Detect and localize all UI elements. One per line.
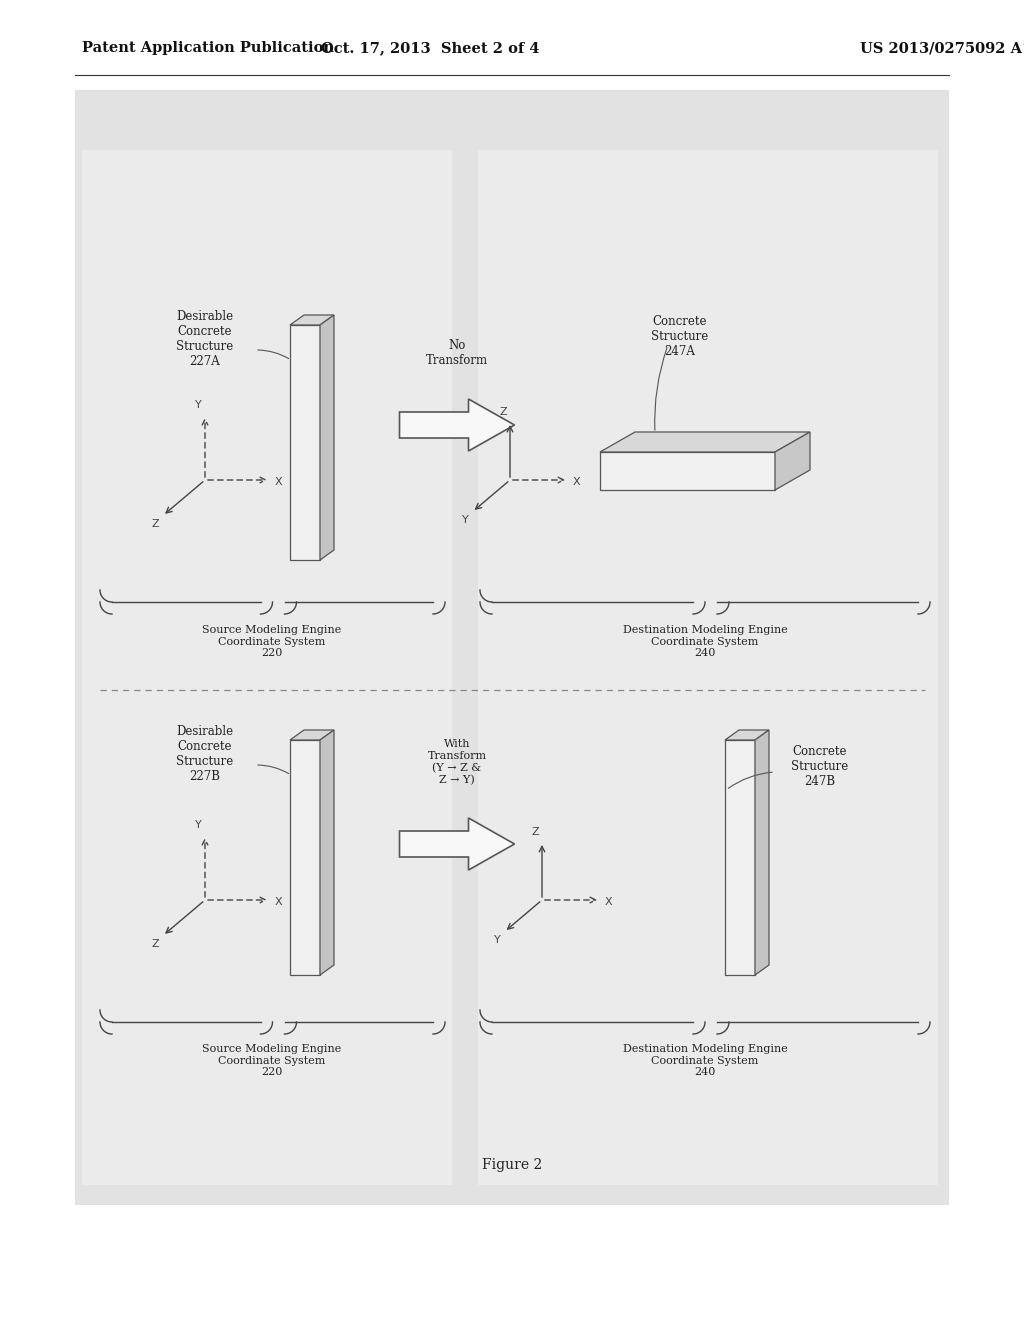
Text: With
Transform
(Y → Z &
Z → Y): With Transform (Y → Z & Z → Y): [427, 739, 486, 785]
Text: Patent Application Publication: Patent Application Publication: [82, 41, 334, 55]
Polygon shape: [775, 432, 810, 490]
Polygon shape: [755, 730, 769, 975]
Text: X: X: [275, 477, 283, 487]
Text: Source Modeling Engine
Coordinate System
220: Source Modeling Engine Coordinate System…: [203, 624, 342, 659]
Text: Y: Y: [195, 400, 202, 411]
Text: X: X: [275, 898, 283, 907]
Polygon shape: [290, 741, 319, 975]
Polygon shape: [319, 730, 334, 975]
Bar: [478, 705, 938, 1185]
Text: X: X: [573, 477, 581, 487]
Polygon shape: [290, 315, 334, 325]
Text: No
Transform: No Transform: [426, 339, 488, 367]
Text: Oct. 17, 2013  Sheet 2 of 4: Oct. 17, 2013 Sheet 2 of 4: [321, 41, 540, 55]
Text: Z: Z: [499, 407, 507, 417]
Text: Y: Y: [494, 935, 501, 945]
Text: Destination Modeling Engine
Coordinate System
240: Destination Modeling Engine Coordinate S…: [623, 624, 787, 659]
Polygon shape: [399, 399, 514, 451]
Polygon shape: [600, 451, 775, 490]
Text: Figure 2: Figure 2: [482, 1158, 542, 1172]
Text: Desirable
Concrete
Structure
227B: Desirable Concrete Structure 227B: [176, 725, 233, 783]
Text: Z: Z: [152, 519, 160, 529]
Text: Desirable
Concrete
Structure
227A: Desirable Concrete Structure 227A: [176, 310, 233, 368]
Text: X: X: [605, 898, 612, 907]
Text: US 2013/0275092 A1: US 2013/0275092 A1: [860, 41, 1024, 55]
Text: Y: Y: [462, 515, 469, 525]
Polygon shape: [725, 730, 769, 741]
Polygon shape: [319, 315, 334, 560]
Bar: [82, 150, 452, 766]
Polygon shape: [600, 432, 810, 451]
Text: Concrete
Structure
247B: Concrete Structure 247B: [792, 744, 849, 788]
Polygon shape: [399, 818, 514, 870]
Text: Source Modeling Engine
Coordinate System
220: Source Modeling Engine Coordinate System…: [203, 1044, 342, 1077]
Polygon shape: [725, 741, 755, 975]
Bar: [478, 150, 938, 766]
Text: Y: Y: [195, 820, 202, 830]
Text: Z: Z: [531, 828, 539, 837]
Text: Concrete
Structure
247A: Concrete Structure 247A: [651, 315, 709, 358]
Bar: [75, 90, 949, 1205]
Polygon shape: [290, 730, 334, 741]
Text: Destination Modeling Engine
Coordinate System
240: Destination Modeling Engine Coordinate S…: [623, 1044, 787, 1077]
Bar: [82, 705, 452, 1185]
Polygon shape: [290, 325, 319, 560]
Text: Z: Z: [152, 939, 160, 949]
